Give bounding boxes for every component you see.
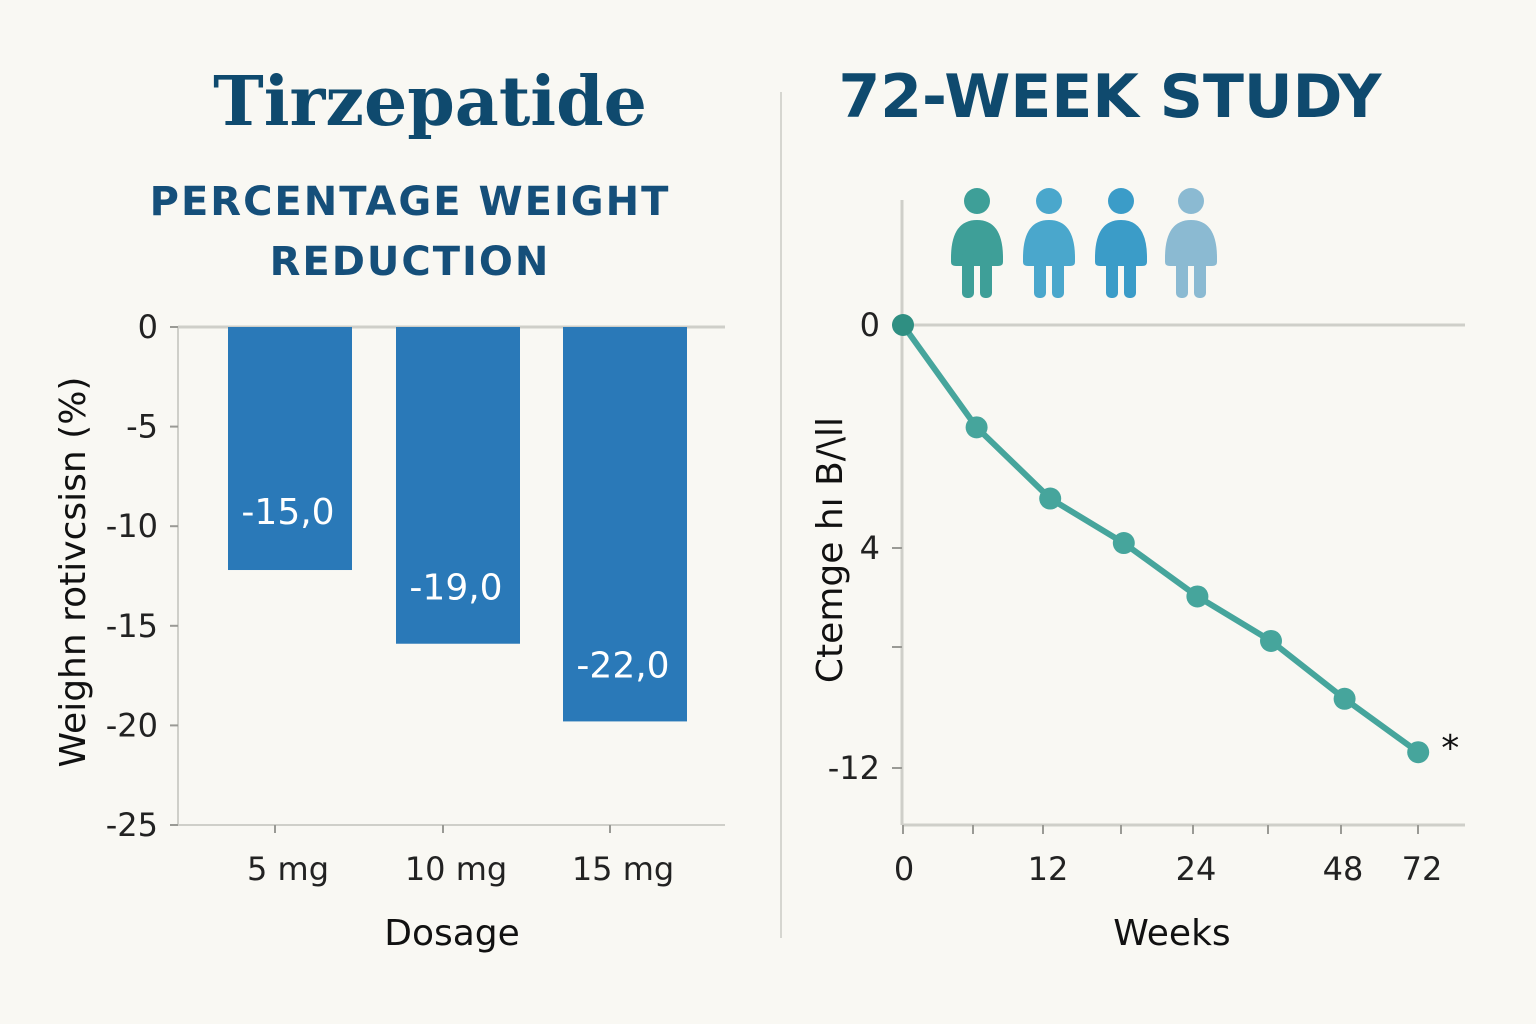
data-point [965, 416, 988, 439]
person-leg-left [1034, 250, 1046, 298]
person-leg-left [962, 250, 974, 298]
person-head [1036, 188, 1062, 214]
person-torso [1095, 220, 1147, 266]
data-point [1112, 532, 1135, 555]
person-icon [951, 188, 1003, 298]
x-tick-label: 15 mg [572, 850, 674, 888]
person-icon [1023, 188, 1075, 298]
x-tick-label: 10 mg [405, 850, 507, 888]
y-tick-label: -10 [106, 507, 158, 545]
bar-data-label: -22,0 [576, 645, 669, 686]
data-point [1333, 687, 1356, 710]
left-chart-subtitle: PERCENTAGE WEIGHT REDUCTION [149, 179, 671, 285]
person-torso [1165, 220, 1217, 266]
bar-15-mg [563, 327, 687, 722]
person-torso [1023, 220, 1075, 266]
x-tick-label: 24 [1176, 850, 1217, 888]
y-tick-label: 4 [860, 529, 880, 567]
y-tick-label: 0 [860, 306, 880, 344]
data-point [892, 314, 914, 336]
bar-chart: 0 -5 -10 -15 -20 -25 -15,0 5 mg -19,0 10 mg -22,0 1… [53, 308, 725, 954]
x-tick-label: 48 [1323, 850, 1364, 888]
x-tick-label: 72 [1402, 850, 1443, 888]
line-chart: 0 4 -12 0 12 24 48 72 * Weeks Ctemge hı B/\ll [810, 200, 1465, 954]
person-torso [951, 220, 1003, 266]
x-tick-label: 0 [894, 850, 914, 888]
data-point [1039, 487, 1062, 510]
y-axis-title: Ctemge hı B/\ll [810, 417, 851, 683]
y-tick-label: -12 [828, 749, 880, 787]
data-point [1260, 629, 1282, 652]
bar-data-label: -15,0 [241, 492, 334, 533]
person-leg-left [1106, 250, 1118, 298]
person-icon [1095, 188, 1147, 298]
x-tick-label: 5 mg [247, 850, 329, 888]
right-chart-title: 72-WEEK STUDY [838, 62, 1382, 132]
annotation-asterisk: * [1441, 728, 1459, 769]
data-point [1186, 585, 1209, 608]
person-head [1178, 188, 1204, 214]
person-icon [1165, 188, 1217, 298]
y-tick-label: 0 [138, 308, 158, 346]
y-tick-label: -15 [106, 607, 158, 645]
person-leg-right [1124, 250, 1136, 298]
person-head [964, 188, 990, 214]
person-leg-left [1176, 250, 1188, 298]
person-leg-right [980, 250, 992, 298]
panel-divider [780, 92, 782, 938]
people-icons [951, 188, 1217, 298]
y-tick-label: -5 [126, 408, 158, 446]
x-axis-title: Dosage [384, 913, 520, 954]
bar-10-mg [396, 327, 520, 644]
series-line [900, 323, 1420, 755]
y-tick-label: -25 [106, 806, 158, 844]
left-chart-title: Tirzepatide [213, 62, 647, 142]
y-tick-label: -20 [106, 706, 158, 744]
bar-5-mg [228, 327, 352, 571]
y-axis-title: Weighn rotivcsisn (%) [53, 377, 94, 768]
person-leg-right [1052, 250, 1064, 298]
person-head [1108, 188, 1134, 214]
x-axis-title: Weeks [1113, 913, 1230, 954]
data-point [1407, 741, 1430, 764]
person-leg-right [1194, 250, 1206, 298]
bar-data-label: -19,0 [409, 568, 502, 609]
x-tick-label: 12 [1028, 850, 1069, 888]
